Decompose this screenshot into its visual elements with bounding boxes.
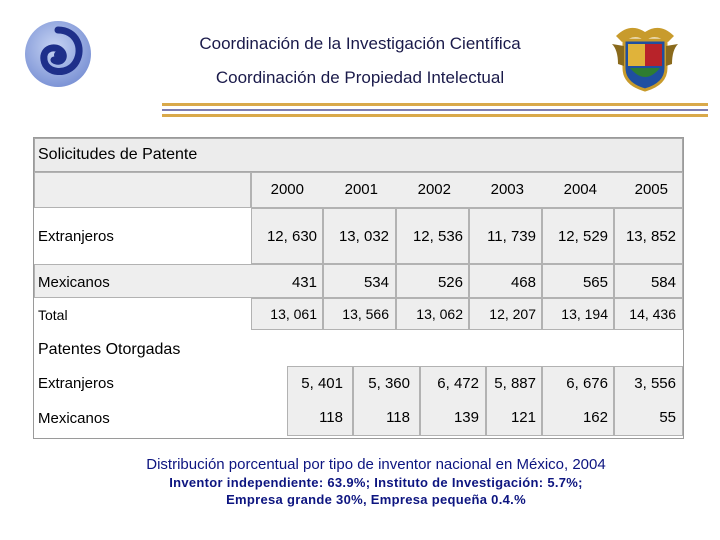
value-cell: 12, 529 — [557, 228, 608, 245]
value-cell: 584 — [650, 274, 676, 291]
row-label-extranjeros: Extranjeros — [38, 375, 114, 392]
row-label-mexicanos: Mexicanos — [38, 410, 110, 427]
value-cell: 55 — [659, 409, 676, 426]
section-title-solicitudes: Solicitudes de Patente — [38, 146, 198, 163]
coat-of-arms-icon — [612, 27, 678, 92]
header-title-line1: Coordinación de la Investigación Científ… — [199, 34, 521, 53]
value-cell: 13, 061 — [270, 306, 317, 322]
table-cell — [323, 208, 396, 264]
unam-logo — [610, 20, 680, 92]
table-cell — [542, 264, 614, 298]
divider-gold — [162, 114, 708, 117]
value-cell: 121 — [510, 409, 536, 426]
table-cell — [614, 208, 683, 264]
value-cell: 12, 536 — [412, 228, 463, 245]
year-header-label-cell — [34, 172, 251, 208]
value-cell: 13, 194 — [561, 306, 608, 322]
row-label-total: Total — [38, 307, 68, 323]
value-cell: 526 — [437, 274, 463, 291]
value-cell: 139 — [453, 409, 479, 426]
table-cell — [469, 298, 542, 330]
table-cell — [542, 366, 614, 436]
value-cell: 13, 852 — [625, 228, 676, 245]
row-label-extranjeros: Extranjeros — [38, 228, 114, 245]
table-cell — [542, 208, 614, 264]
value-cell: 162 — [582, 409, 608, 426]
section-header-solicitudes — [34, 138, 683, 172]
value-cell: 11, 739 — [487, 228, 536, 245]
table-cell — [486, 366, 542, 436]
table-cell — [469, 264, 542, 298]
divider-gold — [162, 103, 708, 106]
table-cell — [420, 366, 486, 436]
footer-line3: Empresa grande 30%, Empresa pequeña 0.4.… — [226, 492, 526, 507]
table-cell — [614, 298, 683, 330]
year-header: 2000 — [270, 181, 304, 198]
cic-logo — [22, 18, 94, 90]
table-cell — [287, 366, 353, 436]
year-header: 2002 — [417, 181, 451, 198]
section-title-otorgadas: Patentes Otorgadas — [38, 341, 181, 358]
table-cell — [251, 208, 323, 264]
value-cell: 534 — [363, 274, 389, 291]
table-cell — [34, 264, 323, 298]
year-header-row — [251, 172, 683, 208]
table-cell — [396, 264, 469, 298]
year-header: 2003 — [490, 181, 524, 198]
table-cell — [614, 264, 683, 298]
value-cell: 14, 436 — [629, 306, 676, 322]
table-cell — [396, 208, 469, 264]
value-cell: 468 — [510, 274, 536, 291]
value-cell: 431 — [291, 274, 317, 291]
table-cell — [614, 366, 683, 436]
year-header: 2004 — [563, 181, 597, 198]
table-cell — [396, 298, 469, 330]
value-cell: 13, 062 — [416, 306, 463, 322]
header-title-line2: Coordinación de Propiedad Intelectual — [215, 68, 505, 87]
patent-table-frame — [33, 137, 684, 439]
swirl-logo-icon — [25, 21, 91, 87]
value-cell: 6, 676 — [566, 375, 608, 392]
value-cell: 5, 360 — [368, 375, 410, 392]
value-cell: 13, 566 — [342, 306, 389, 322]
value-cell: 118 — [386, 409, 410, 426]
value-cell: 3, 556 — [634, 375, 676, 392]
table-cell — [251, 298, 323, 330]
value-cell: 13, 032 — [338, 228, 389, 245]
value-cell: 565 — [582, 274, 608, 291]
year-header: 2005 — [634, 181, 668, 198]
row-label-mexicanos: Mexicanos — [38, 274, 110, 291]
year-header: 2001 — [344, 181, 378, 198]
footer-title: Distribución porcentual por tipo de inve… — [146, 456, 606, 473]
table-cell — [542, 298, 614, 330]
value-cell: 12, 207 — [489, 306, 536, 322]
value-cell: 118 — [319, 409, 343, 426]
divider-blue — [162, 109, 708, 111]
value-cell: 5, 887 — [494, 375, 536, 392]
value-cell: 6, 472 — [437, 375, 479, 392]
value-cell: 12, 630 — [266, 228, 317, 245]
table-cell — [323, 264, 396, 298]
table-cell — [323, 298, 396, 330]
footer-line2: Inventor independiente: 63.9%; Instituto… — [169, 475, 583, 490]
table-cell — [353, 366, 420, 436]
value-cell: 5, 401 — [301, 375, 343, 392]
table-cell — [469, 208, 542, 264]
